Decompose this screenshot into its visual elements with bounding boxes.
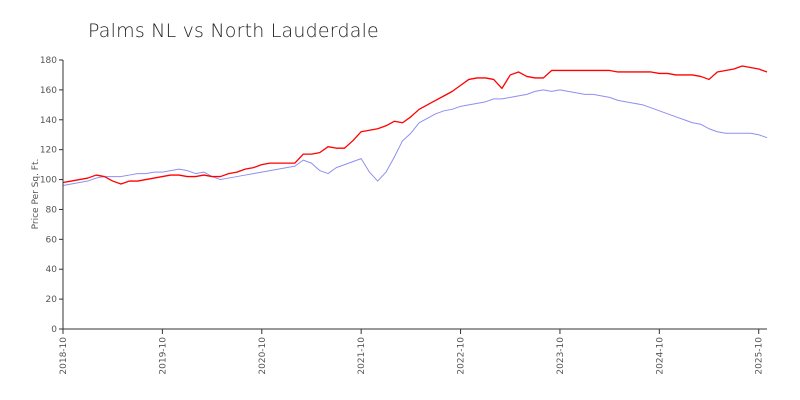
y-ticks: 0 20 40 60 80 100 120 140 160 180 [40, 56, 63, 335]
y-tick-label: 160 [40, 86, 57, 96]
x-tick-label: 2025-10 [755, 337, 765, 375]
x-tick-label: 2023-10 [556, 337, 566, 375]
y-tick-label: 20 [46, 295, 58, 305]
y-tick-label: 140 [40, 116, 57, 126]
x-ticks: 2018-10 2019-10 2020-10 2021-10 2022-10 2023-… [59, 329, 765, 375]
series-layer [62, 65, 768, 187]
chart-title: Palms NL vs North Lauderdale [88, 20, 379, 42]
y-tick-label: 40 [46, 265, 58, 275]
x-tick-label: 2020-10 [258, 337, 268, 375]
y-tick-label: 80 [46, 205, 58, 215]
x-tick-label: 2018-10 [59, 337, 69, 375]
y-tick-label: 180 [40, 56, 57, 66]
y-tick-label: 120 [40, 146, 57, 156]
x-tick-label: 2024-10 [655, 337, 665, 375]
axes-layer [62, 60, 767, 330]
series-line-1 [62, 65, 768, 185]
y-tick-label: 60 [46, 235, 58, 245]
x-tick-label: 2021-10 [357, 337, 367, 375]
y-axis-title: Price Per Sq. Ft. [31, 159, 41, 230]
y-tick-label: 100 [40, 176, 57, 186]
x-tick-label: 2022-10 [457, 337, 467, 375]
series-line-2 [62, 89, 768, 187]
y-tick-label: 0 [51, 325, 57, 335]
x-tick-label: 2019-10 [158, 337, 168, 375]
